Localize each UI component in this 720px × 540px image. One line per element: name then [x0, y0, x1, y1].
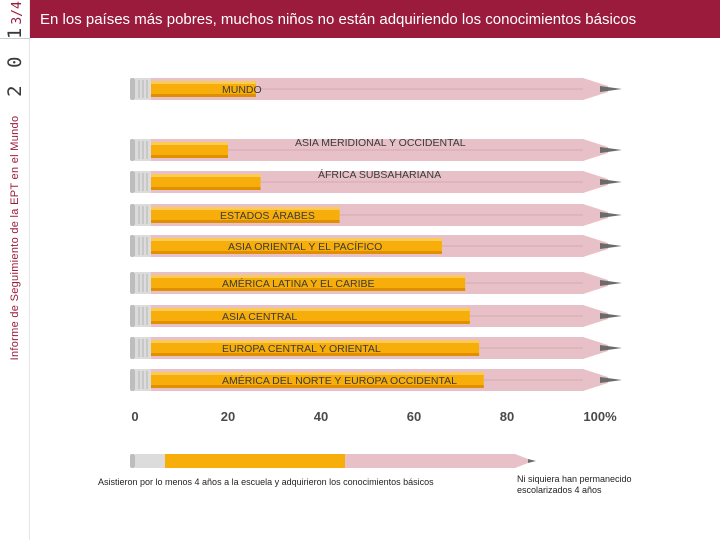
bar-7-value-bar: [151, 308, 470, 324]
bar-5-tip: [583, 235, 608, 257]
legend-primary-ferrule: [135, 454, 165, 468]
bar-6-lead: [600, 280, 622, 286]
bar-9-lead: [600, 377, 622, 383]
bar-9-tip: [583, 369, 608, 391]
bar-5-eraser: [130, 235, 135, 257]
bar-9-label: AMÉRICA DEL NORTE Y EUROPA OCCIDENTAL: [222, 374, 457, 387]
bar-6-eraser: [130, 272, 135, 294]
header-bar: En los países más pobres, muchos niños n…: [30, 0, 720, 38]
bar-3-eraser: [130, 171, 135, 193]
x-tick-label: 100%: [583, 409, 617, 424]
bar-2-tip: [583, 139, 608, 161]
x-tick-label: 0: [131, 409, 138, 424]
bar-7-eraser: [130, 305, 135, 327]
bar-8-value-bar: [151, 340, 480, 356]
bar-7-label: ASIA CENTRAL: [222, 311, 297, 323]
bar-1-lead: [600, 86, 622, 92]
x-tick-label: 80: [500, 409, 514, 424]
legend-primary-swatch: [135, 454, 345, 468]
legend-lead: [528, 459, 536, 463]
bar-7-value-highlight: [151, 308, 470, 311]
legend-tip: [515, 454, 528, 468]
bar-1-tip: [583, 78, 608, 100]
bar-2-value-bar: [151, 142, 228, 158]
bar-4-eraser: [130, 204, 135, 226]
bar-8-label: EUROPA CENTRAL Y ORIENTAL: [222, 343, 381, 355]
bar-9-eraser: [130, 369, 135, 391]
bar-4-label: ESTADOS ÁRABES: [220, 209, 315, 222]
divider: [0, 38, 30, 39]
bar-4-value-highlight: [151, 207, 340, 210]
bar-1-value-highlight: [151, 81, 256, 84]
bar-4-lead: [600, 212, 622, 218]
bar-6-value-bar: [151, 275, 466, 291]
bar-3-value-bar: [151, 174, 261, 190]
bar-4-value-bar: [151, 207, 340, 223]
bar-3-lead: [600, 179, 622, 185]
bar-7-value-shadow: [151, 321, 470, 324]
legend-primary-label: Asistieron por lo menos 4 años a la escu…: [98, 477, 434, 487]
bar-6-tip: [583, 272, 608, 294]
bar-9-value-shadow: [151, 385, 484, 388]
bar-1-eraser: [130, 78, 135, 100]
page-title: En los países más pobres, muchos niños n…: [40, 11, 637, 28]
bar-8-eraser: [130, 337, 135, 359]
bar-2-value-highlight: [151, 142, 228, 145]
bar-3-tip: [583, 171, 608, 193]
legend-secondary-label: Ni siquiera han permanecido escolarizado…: [517, 474, 632, 495]
bar-8-lead: [600, 345, 622, 351]
bar-5-label: ASIA ORIENTAL Y EL PACÍFICO: [228, 240, 382, 253]
bar-9-value-highlight: [151, 372, 484, 375]
bar-6-value-shadow: [151, 288, 466, 291]
x-tick-label: 60: [407, 409, 421, 424]
bar-5-value-highlight: [151, 238, 442, 241]
bar-1-value-bar: [151, 81, 256, 97]
bar-1-label: MUNDO: [222, 84, 262, 96]
bar-9-value-bar: [151, 372, 484, 388]
bar-5-value-shadow: [151, 251, 442, 254]
bar-5-lead: [600, 243, 622, 249]
bar-6-label: AMÉRICA LATINA Y EL CARIBE: [222, 277, 375, 290]
legend-primary-eraser: [130, 454, 135, 468]
x-tick-label: 40: [314, 409, 328, 424]
bar-3-value-shadow: [151, 187, 261, 190]
bar-4-value-shadow: [151, 220, 340, 223]
bar-6-value-highlight: [151, 275, 466, 278]
sidebar: 2 0 13/4 Informe de Seguimiento de la EP…: [0, 0, 30, 540]
bar-2-eraser: [130, 139, 135, 161]
bar-2-value-shadow: [151, 155, 228, 158]
legend-secondary-swatch: [345, 454, 515, 468]
bar-3-label: ÁFRICA SUBSAHARIANA: [318, 168, 441, 181]
bar-7-lead: [600, 313, 622, 319]
bar-3-value-highlight: [151, 174, 261, 177]
x-tick-label: 20: [221, 409, 235, 424]
bar-8-value-shadow: [151, 353, 480, 356]
bar-2-lead: [600, 147, 622, 153]
bar-8-tip: [583, 337, 608, 359]
bar-4-tip: [583, 204, 608, 226]
bar-1-value-shadow: [151, 94, 256, 97]
bar-2-label: ASIA MERIDIONAL Y OCCIDENTAL: [295, 137, 466, 149]
bar-8-value-highlight: [151, 340, 480, 343]
bar-5-value-bar: [151, 238, 442, 254]
bar-7-tip: [583, 305, 608, 327]
